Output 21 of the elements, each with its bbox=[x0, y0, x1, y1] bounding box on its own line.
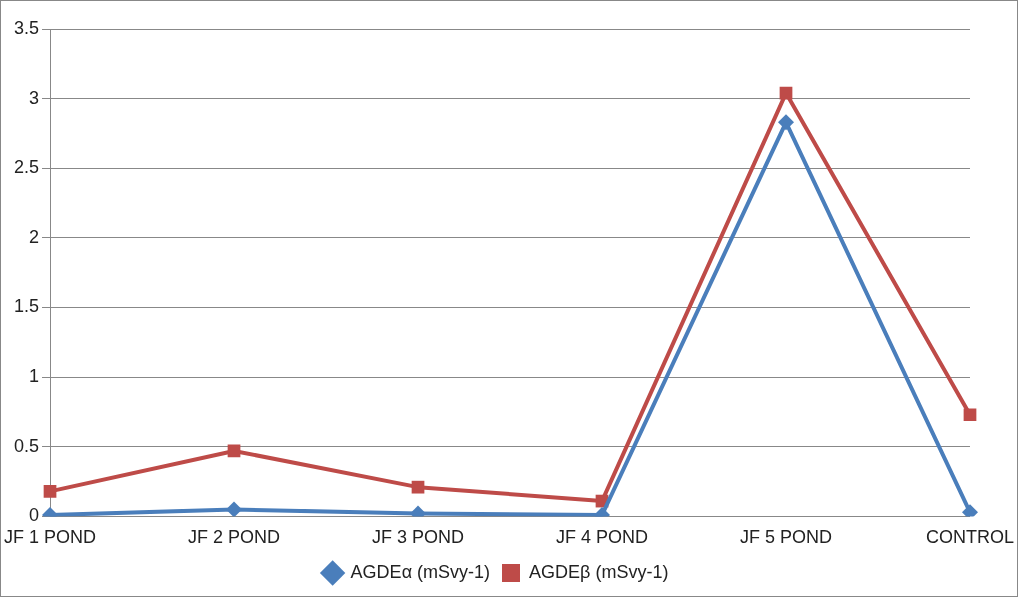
y-tick-label: 1.5 bbox=[13, 296, 40, 317]
point bbox=[963, 408, 977, 422]
point bbox=[778, 114, 794, 131]
y-tick-label: 0.5 bbox=[13, 435, 40, 456]
x-tick-label: CONTROL bbox=[925, 527, 1015, 548]
point bbox=[226, 501, 243, 517]
x-tick-label: JF 5 POND bbox=[739, 527, 833, 548]
y-tick-label: 3.5 bbox=[13, 17, 40, 38]
y-tick-label: 0 bbox=[29, 505, 40, 526]
legend-label: AGDEα (mSvy-1) bbox=[350, 561, 491, 582]
legend-label: AGDEβ (mSvy-1) bbox=[529, 561, 669, 582]
x-tick-label: JF 4 POND bbox=[556, 527, 649, 548]
x-tick-label: JF 1 POND bbox=[4, 527, 97, 548]
y-tick-label: 2.5 bbox=[13, 157, 40, 178]
y-tick-label: 1 bbox=[29, 366, 40, 387]
x-tick-label: JF 3 POND bbox=[372, 527, 465, 548]
y-tick-label: 3 bbox=[29, 87, 40, 108]
y-tick-label: 2 bbox=[29, 226, 40, 247]
point bbox=[411, 480, 425, 494]
x-tick-label: JF 2 POND bbox=[188, 527, 281, 548]
point bbox=[43, 484, 57, 498]
